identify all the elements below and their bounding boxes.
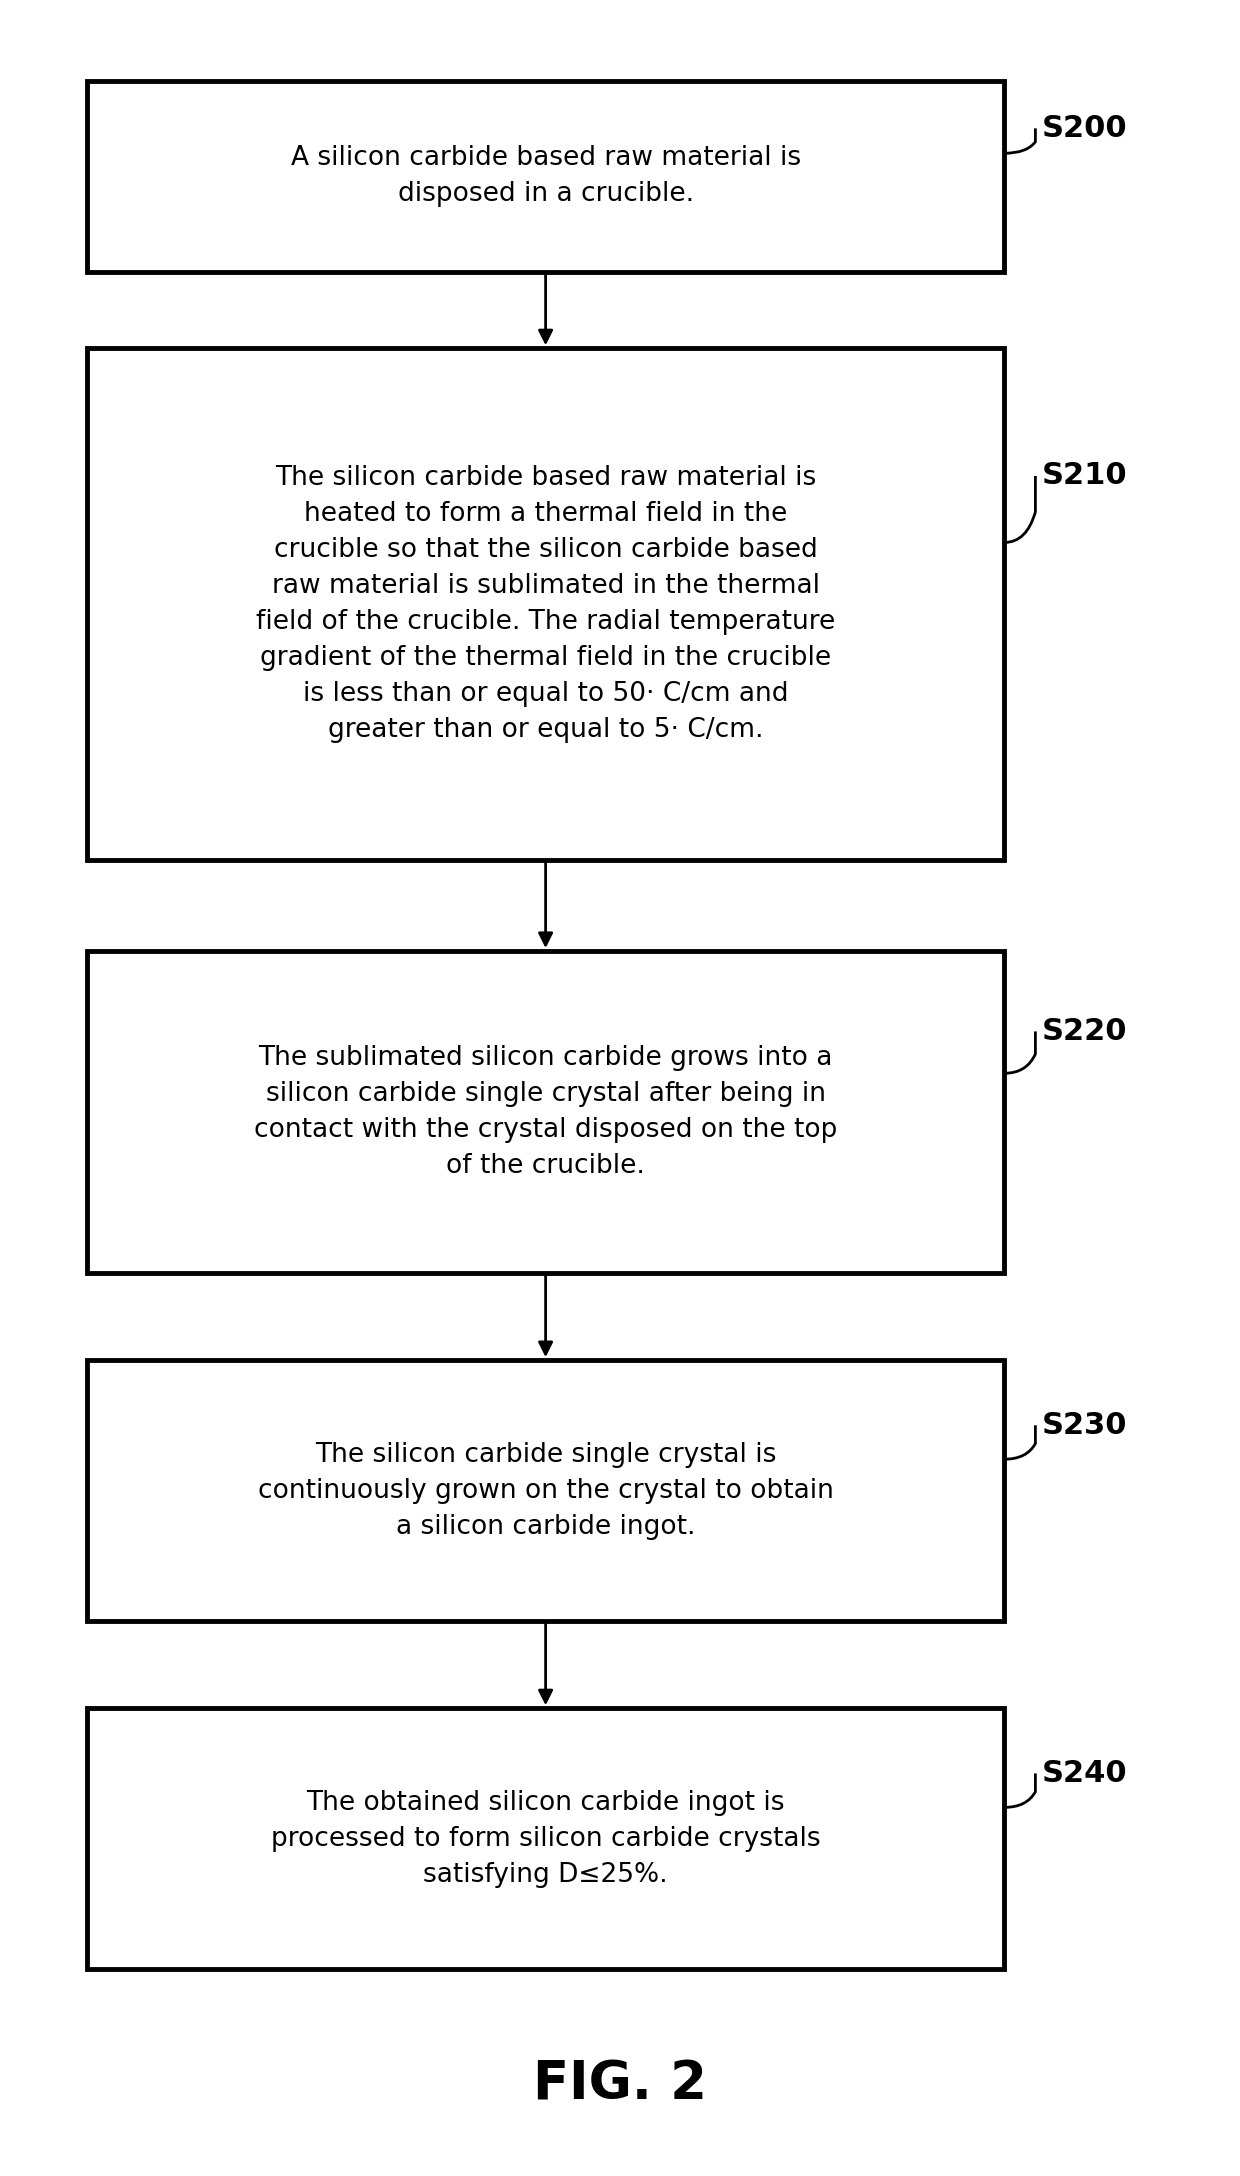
Text: The sublimated silicon carbide grows into a
silicon carbide single crystal after: The sublimated silicon carbide grows int… [254,1044,837,1179]
Text: The obtained silicon carbide ingot is
processed to form silicon carbide crystals: The obtained silicon carbide ingot is pr… [270,1789,821,1889]
Text: The silicon carbide based raw material is
heated to form a thermal field in the
: The silicon carbide based raw material i… [255,466,836,742]
Text: The silicon carbide single crystal is
continuously grown on the crystal to obtai: The silicon carbide single crystal is co… [258,1441,833,1541]
Bar [87,1360,1004,1621]
Text: S240: S240 [1042,1758,1127,1789]
Text: S210: S210 [1042,461,1127,490]
Bar [87,81,1004,272]
Text: A silicon carbide based raw material is
disposed in a crucible.: A silicon carbide based raw material is … [290,146,801,207]
Text: S220: S220 [1042,1016,1127,1047]
Bar [87,348,1004,860]
Bar [87,1708,1004,1969]
Text: FIG. 2: FIG. 2 [533,2058,707,2111]
Text: S230: S230 [1042,1410,1127,1441]
Bar [87,951,1004,1273]
Text: S200: S200 [1042,113,1127,144]
